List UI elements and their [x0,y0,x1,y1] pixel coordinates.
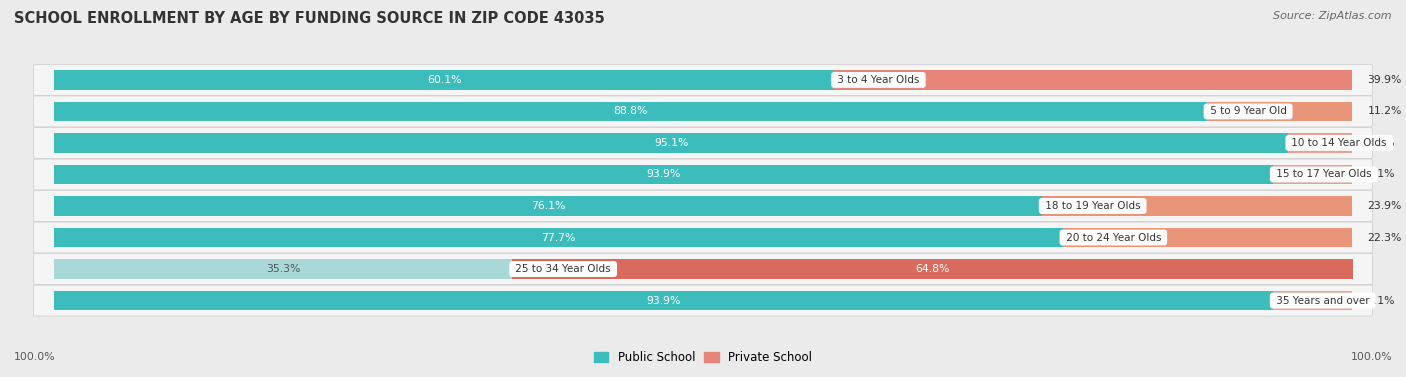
Text: 64.8%: 64.8% [915,264,950,274]
FancyBboxPatch shape [34,159,1372,190]
Text: 18 to 19 Year Olds: 18 to 19 Year Olds [1042,201,1143,211]
Bar [53,196,1042,216]
Text: 35.3%: 35.3% [266,264,301,274]
Text: 77.7%: 77.7% [541,233,575,242]
Bar [53,102,1206,121]
Bar [53,291,1272,310]
Text: 11.2%: 11.2% [1368,106,1402,116]
Text: 6.1%: 6.1% [1368,170,1395,179]
Text: 25 to 34 Year Olds: 25 to 34 Year Olds [512,264,614,274]
FancyBboxPatch shape [34,222,1372,253]
Text: 10 to 14 Year Olds: 10 to 14 Year Olds [1288,138,1391,148]
Text: 5 to 9 Year Old: 5 to 9 Year Old [1206,106,1289,116]
Text: 93.9%: 93.9% [647,296,681,306]
Text: 76.1%: 76.1% [530,201,565,211]
Text: 4.9%: 4.9% [1368,138,1395,148]
Text: 22.3%: 22.3% [1368,233,1402,242]
FancyBboxPatch shape [34,190,1372,221]
Text: 93.9%: 93.9% [647,170,681,179]
Text: 3 to 4 Year Olds: 3 to 4 Year Olds [834,75,922,85]
Bar [1288,133,1353,153]
FancyBboxPatch shape [34,64,1372,95]
Text: 100.0%: 100.0% [1350,352,1392,362]
Text: 15 to 17 Year Olds: 15 to 17 Year Olds [1272,170,1375,179]
FancyBboxPatch shape [34,127,1372,158]
Text: 20 to 24 Year Olds: 20 to 24 Year Olds [1063,233,1164,242]
Bar [1063,228,1353,247]
Text: 35 Years and over: 35 Years and over [1272,296,1372,306]
FancyBboxPatch shape [34,96,1372,127]
Bar [53,165,1272,184]
FancyBboxPatch shape [34,285,1372,316]
Text: 100.0%: 100.0% [14,352,56,362]
Text: 6.1%: 6.1% [1368,296,1395,306]
Text: 88.8%: 88.8% [613,106,648,116]
Bar [1272,165,1353,184]
Bar [512,259,1353,279]
Bar [53,133,1288,153]
Bar [53,228,1063,247]
Bar [1042,196,1353,216]
Bar [1206,102,1353,121]
Bar [53,259,512,279]
Text: Source: ZipAtlas.com: Source: ZipAtlas.com [1274,11,1392,21]
Text: 39.9%: 39.9% [1368,75,1402,85]
Legend: Public School, Private School: Public School, Private School [589,346,817,369]
Text: 60.1%: 60.1% [427,75,461,85]
Bar [834,70,1353,90]
Text: 95.1%: 95.1% [654,138,689,148]
FancyBboxPatch shape [34,254,1372,285]
Bar [1272,291,1353,310]
Text: 23.9%: 23.9% [1368,201,1402,211]
Text: SCHOOL ENROLLMENT BY AGE BY FUNDING SOURCE IN ZIP CODE 43035: SCHOOL ENROLLMENT BY AGE BY FUNDING SOUR… [14,11,605,26]
Bar [53,70,834,90]
